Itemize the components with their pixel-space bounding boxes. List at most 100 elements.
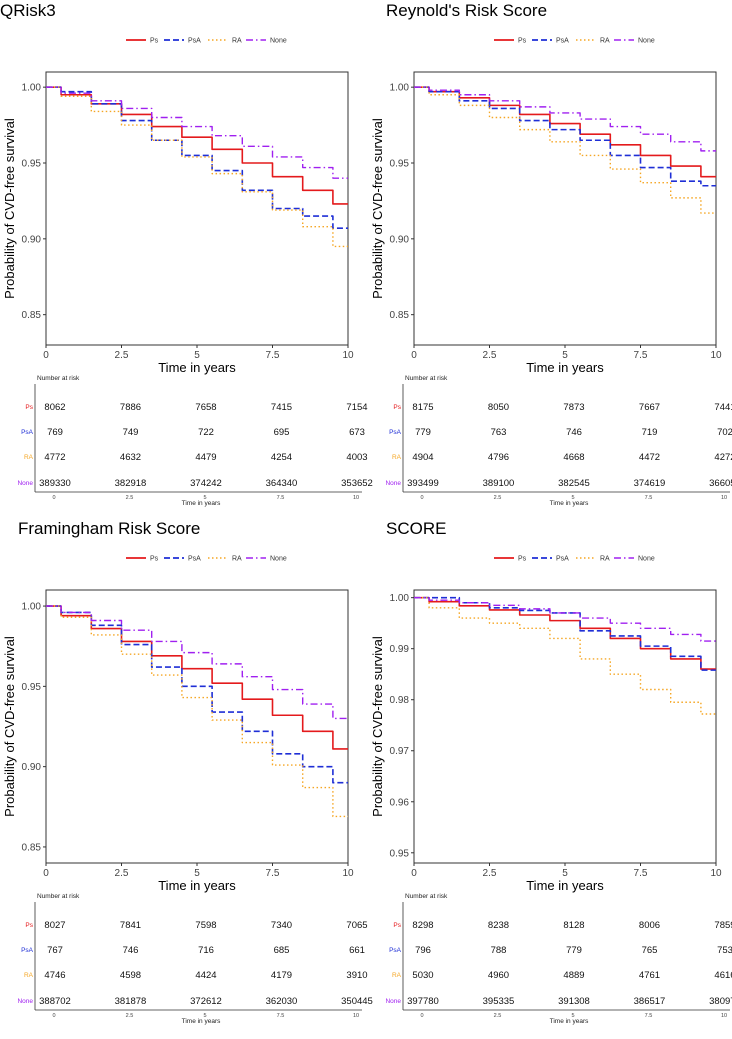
risk-table-cell: 8006 <box>639 920 660 931</box>
risk-table-tick-label: 2.5 <box>494 1013 502 1019</box>
risk-table-cell: 7340 <box>271 920 292 931</box>
risk-table-group: RA <box>392 454 402 461</box>
risk-table-cell: 3910 <box>346 970 367 981</box>
risk-table-cell: 716 <box>198 945 214 956</box>
risk-table-tick-label: 5 <box>571 495 574 501</box>
y-tick-label: 0.85 <box>22 842 42 853</box>
risk-table: Number at risk Ps 8062 7886 7658 7415 7154 PsA 7… <box>17 375 372 507</box>
series-line <box>46 605 348 750</box>
risk-table-cell: 7886 <box>120 402 141 413</box>
risk-table-tick-label: 10 <box>353 1013 359 1019</box>
x-tick-label: 10 <box>710 350 722 361</box>
risk-table: Number at risk Ps 8175 8050 7873 7667 7441 PsA 7… <box>385 375 732 507</box>
x-tick-label: 7.5 <box>634 868 648 879</box>
risk-table-title: Number at risk <box>37 893 80 900</box>
risk-table-title: Number at risk <box>405 375 448 382</box>
x-axis-label: Time in years <box>526 878 604 893</box>
risk-table-cell: 4003 <box>346 452 367 463</box>
chart-title: QRisk3 <box>0 1 56 20</box>
legend-label: RA <box>600 38 610 45</box>
series-line <box>414 86 716 152</box>
risk-table-cell: 779 <box>415 427 431 438</box>
risk-table-cell: 4960 <box>488 970 509 981</box>
y-axis-label: Probability of CVD-free survival <box>370 636 385 817</box>
legend-label: PsA <box>188 556 201 563</box>
risk-table-cell: 719 <box>642 427 658 438</box>
risk-table-group: Ps <box>393 922 401 929</box>
risk-table-cell: 4772 <box>44 452 65 463</box>
legend-label: PsA <box>188 38 201 45</box>
risk-table-cell: 8238 <box>488 920 509 931</box>
x-axis-label: Time in years <box>158 878 236 893</box>
legend-item: Ps <box>494 556 527 563</box>
legend-label: RA <box>600 556 610 563</box>
y-tick-label: 1.00 <box>390 83 410 94</box>
series-line <box>414 86 716 187</box>
series-line <box>414 596 716 671</box>
risk-table-cell: 8128 <box>563 920 584 931</box>
legend-item: RA <box>576 556 610 563</box>
risk-table-cell: 397780 <box>407 996 439 1007</box>
risk-table-cell: 769 <box>47 427 63 438</box>
risk-table-cell: 746 <box>566 427 582 438</box>
y-tick-label: 1.00 <box>390 593 410 604</box>
risk-table-cell: 4472 <box>639 452 660 463</box>
plot-frame <box>413 589 717 864</box>
risk-table-cell: 362030 <box>266 996 298 1007</box>
y-tick-label: 1.00 <box>22 83 42 94</box>
risk-table-tick-label: 0 <box>420 1013 423 1019</box>
legend-item: None <box>614 556 655 563</box>
x-tick-label: 5 <box>194 868 200 879</box>
risk-table-cell: 8175 <box>412 402 433 413</box>
risk-table-group: Ps <box>25 404 33 411</box>
chart-title: SCORE <box>386 519 446 538</box>
risk-table-cell: 4424 <box>195 970 216 981</box>
series-line <box>46 86 348 179</box>
y-tick-label: 0.90 <box>390 234 410 245</box>
x-tick-label: 5 <box>562 868 568 879</box>
risk-table-cell: 7658 <box>195 402 216 413</box>
risk-table-group: None <box>17 998 33 1005</box>
risk-table-cell: 722 <box>198 427 214 438</box>
x-tick-label: 7.5 <box>266 868 280 879</box>
risk-table-group: Ps <box>393 404 401 411</box>
legend-item: RA <box>208 38 242 45</box>
risk-table-group: PsA <box>21 947 34 954</box>
risk-table-tick-label: 7.5 <box>645 495 653 501</box>
risk-table-cell: 7873 <box>563 402 584 413</box>
y-tick-label: 0.97 <box>390 746 410 757</box>
x-tick-label: 7.5 <box>266 350 280 361</box>
y-tick-label: 0.90 <box>22 234 42 245</box>
risk-table-cell: 350445 <box>341 996 373 1007</box>
risk-table-cell: 673 <box>349 427 365 438</box>
risk-table-group: RA <box>24 454 34 461</box>
risk-table-cell: 380972 <box>709 996 732 1007</box>
risk-table-xlabel: Time in years <box>182 500 222 507</box>
y-tick-label: 0.90 <box>22 762 42 773</box>
legend-item: PsA <box>164 38 201 45</box>
x-tick-label: 7.5 <box>634 350 648 361</box>
risk-table-cell: 702 <box>717 427 732 438</box>
risk-table-cell: 8050 <box>488 402 509 413</box>
y-tick-label: 0.85 <box>390 310 410 321</box>
risk-table-cell: 779 <box>566 945 582 956</box>
chart-title: Framingham Risk Score <box>18 519 200 538</box>
legend: Ps PsA RA None <box>494 38 655 45</box>
risk-table-xlabel: Time in years <box>550 1018 590 1025</box>
risk-table: Number at risk Ps 8027 7841 7598 7340 7065 PsA 7… <box>17 893 372 1025</box>
risk-table-cell: 374619 <box>634 478 666 489</box>
risk-table-cell: 4761 <box>639 970 660 981</box>
risk-table-cell: 7441 <box>714 402 732 413</box>
risk-table-group: PsA <box>21 429 34 436</box>
risk-table-group: Ps <box>25 922 33 929</box>
x-tick-label: 0 <box>43 350 49 361</box>
risk-table-tick-label: 2.5 <box>494 495 502 501</box>
series-line <box>46 605 348 720</box>
risk-table-tick-label: 10 <box>721 1013 727 1019</box>
risk-table-cell: 4632 <box>120 452 141 463</box>
risk-table-cell: 796 <box>415 945 431 956</box>
risk-table-cell: 765 <box>642 945 658 956</box>
legend: Ps PsA RA None <box>126 556 287 563</box>
chart-panel: QRisk3 Ps PsA RA None 0.85 0.90 0.95 1.00 0 2.5 5 7.… <box>0 1 373 507</box>
